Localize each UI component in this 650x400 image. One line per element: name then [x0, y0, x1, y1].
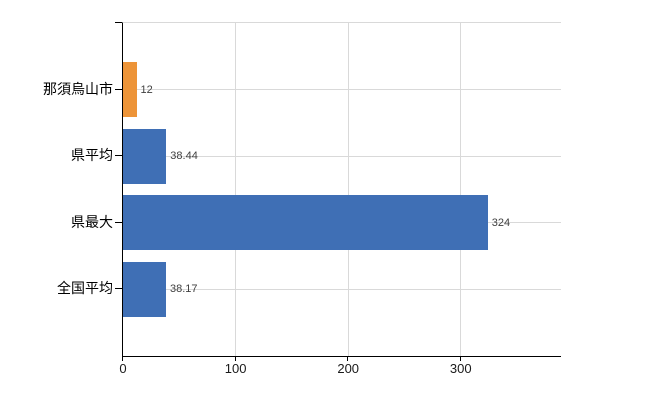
gridline-horizontal: [123, 89, 561, 91]
gridline-horizontal: [123, 155, 561, 157]
x-axis-tick: [122, 356, 123, 361]
plot-area: 12 38.44 324 38.17: [122, 22, 561, 357]
gridline-vertical: [347, 23, 349, 356]
x-tick-label: 0: [119, 361, 127, 376]
x-tick-label: 300: [449, 361, 472, 376]
bar-value-label: 38.17: [169, 283, 198, 296]
bar[interactable]: [123, 261, 166, 317]
gridline-horizontal: [123, 288, 561, 290]
bar[interactable]: [123, 195, 488, 251]
bar-value-label: 12: [140, 83, 153, 96]
category-label: 那須烏山市: [43, 80, 113, 97]
x-axis-tick: [234, 356, 236, 361]
x-tick-label: 100: [224, 361, 247, 376]
x-axis-tick: [347, 356, 349, 361]
y-axis-top-tick: [115, 22, 122, 23]
bar[interactable]: [123, 128, 167, 184]
x-axis-tick: [459, 356, 461, 361]
category-label: 全国平均: [57, 280, 113, 297]
x-tick-label: 200: [337, 361, 360, 376]
y-axis-tick: [115, 288, 122, 290]
category-label: 県最大: [71, 213, 113, 230]
y-axis-tick: [115, 221, 122, 223]
gridline-vertical: [235, 23, 237, 356]
y-axis-tick: [115, 155, 122, 157]
bar-value-label: 38.44: [170, 150, 198, 163]
bar-value-label: 324: [491, 216, 511, 229]
bar[interactable]: [123, 62, 137, 118]
y-axis-tick: [115, 88, 122, 90]
gridline-vertical: [460, 23, 462, 356]
category-label: 県平均: [71, 147, 113, 164]
